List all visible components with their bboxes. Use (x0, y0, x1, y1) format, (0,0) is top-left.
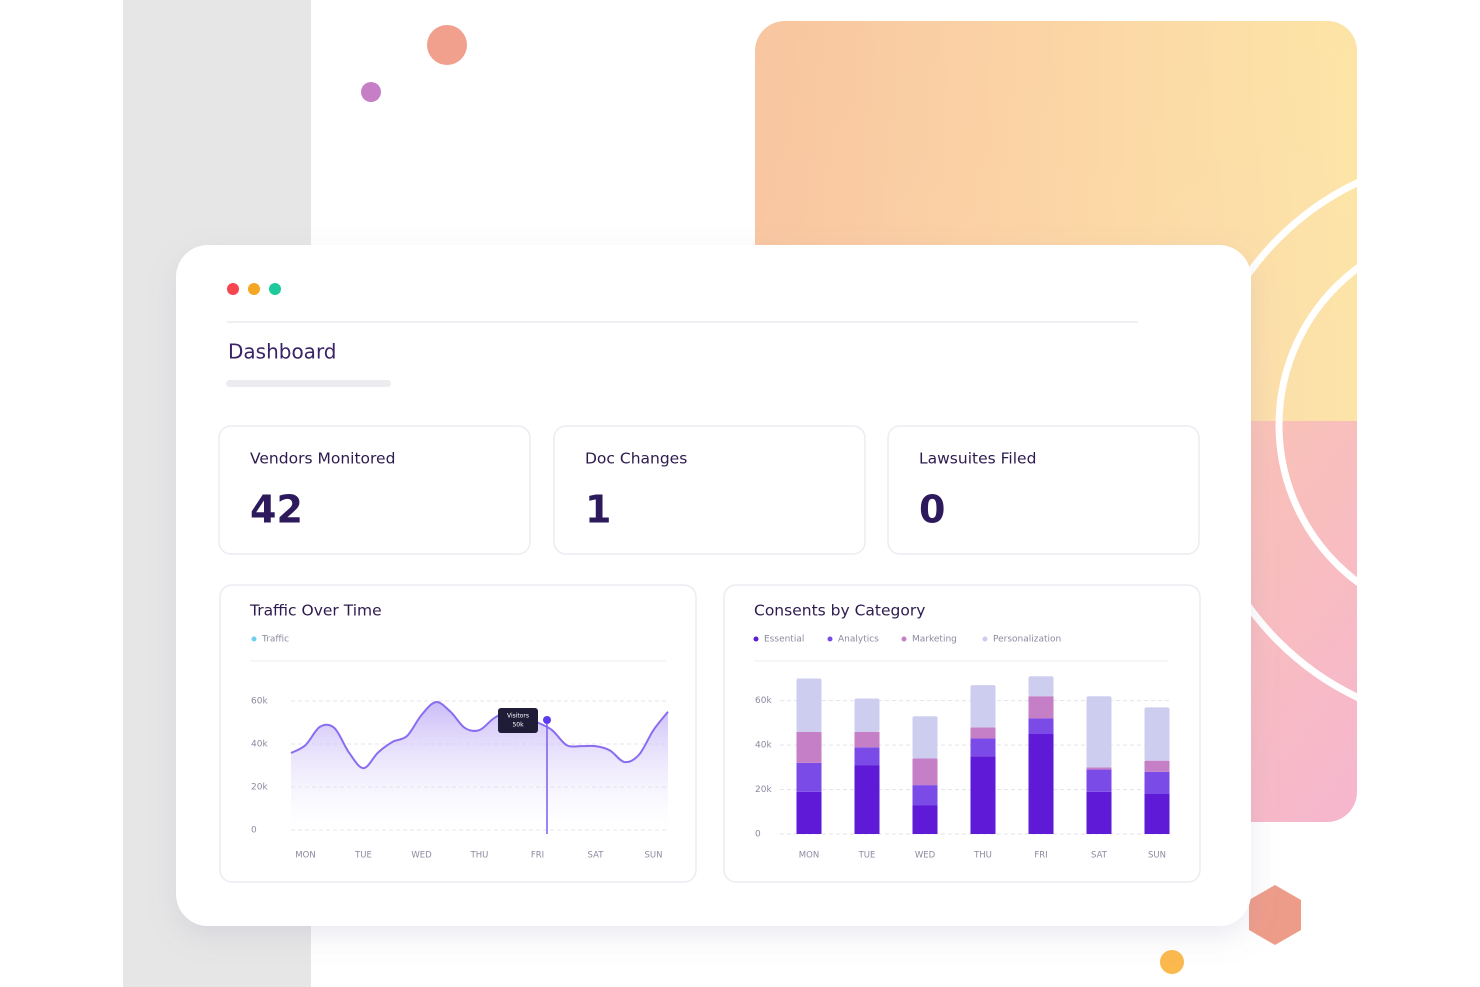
tooltip (498, 708, 538, 733)
bar-segment (970, 756, 996, 834)
x-tick-label: SUN (1148, 851, 1166, 861)
bar-segment (1028, 718, 1054, 734)
line (290, 701, 669, 770)
area (291, 702, 668, 830)
legend-dot (753, 636, 759, 642)
stat-card (887, 425, 1200, 555)
y-tick-label: 20k (755, 785, 772, 795)
bar-segment (854, 747, 880, 766)
bar-segment (912, 785, 938, 806)
legend-dot (982, 636, 988, 642)
title-underline (226, 380, 391, 387)
legend-label: Marketing (912, 635, 957, 645)
stat-label: Lawsuites Filed (919, 450, 1036, 468)
bar-segment (796, 791, 822, 834)
x-tick-label: FRI (1034, 851, 1047, 861)
bar-segment (854, 765, 880, 834)
y-tick-label: 0 (251, 826, 257, 836)
deco-circle (1160, 950, 1184, 974)
x-tick-label: SUN (645, 851, 663, 861)
bar-segment (1086, 696, 1112, 768)
x-tick-label: THU (973, 851, 992, 861)
x-tick-label: WED (411, 851, 432, 861)
bar-segment (796, 678, 822, 732)
x-tick-label: MON (295, 851, 315, 861)
deco-circle (361, 82, 381, 102)
bar-segment (1028, 676, 1054, 697)
x-tick-label: FRI (531, 851, 544, 861)
bar-segment (1086, 769, 1112, 792)
y-tick-label: 20k (251, 783, 268, 793)
y-tick-label: 40k (251, 740, 268, 750)
legend-dot (901, 636, 907, 642)
x-tick-label: TUE (354, 851, 372, 861)
stat-label: Doc Changes (585, 450, 687, 468)
charts: 0 20k 40k 60k MON TUE WED THU FRI SAT SUN Traffic Vi… (251, 635, 1170, 861)
bar-segment (970, 738, 996, 757)
x-tick-label: MON (799, 851, 819, 861)
y-tick-label: 60k (755, 696, 772, 706)
tooltip-text: Visitors (507, 713, 529, 720)
chart-card (723, 584, 1201, 883)
legend-label: Traffic (261, 635, 289, 645)
y-tick-label: 0 (755, 830, 761, 840)
deco-circle (427, 25, 467, 65)
bar-segment (1028, 734, 1054, 834)
stat-card (553, 425, 866, 555)
legend-label: Analytics (838, 635, 879, 645)
bar-segment (912, 758, 938, 786)
window-dot (269, 283, 281, 295)
bar-segment (1144, 794, 1170, 834)
tooltip-text: 50k (512, 722, 524, 729)
stat-label: Vendors Monitored (250, 450, 395, 468)
page-title: Dashboard (228, 340, 337, 364)
tooltip-dot (543, 716, 551, 724)
legend-label: Personalization (993, 635, 1061, 645)
window-dot (227, 283, 239, 295)
bar-segment (1086, 791, 1112, 834)
bar-segment (854, 698, 880, 732)
legend-dot (827, 636, 833, 642)
window-dot (248, 283, 260, 295)
y-tick-label: 60k (251, 697, 268, 707)
deco-hexagon (1249, 885, 1301, 945)
legend-dot (251, 636, 257, 642)
bar-segment (912, 716, 938, 759)
bar-segment (1144, 771, 1170, 794)
bar-segment (796, 731, 822, 763)
chart-title: Traffic Over Time (249, 602, 382, 620)
x-tick-label: THU (470, 851, 489, 861)
bar-segment (1144, 760, 1170, 772)
y-tick-label: 40k (755, 741, 772, 751)
bar-segment (1028, 696, 1054, 719)
bar-segment (970, 727, 996, 739)
stat-value: 1 (585, 488, 611, 532)
bar-segment (1144, 707, 1170, 761)
x-tick-label: SAT (1091, 851, 1108, 861)
stat-value: 0 (919, 488, 945, 532)
chart-title: Consents by Category (754, 602, 925, 620)
bar-segment (912, 805, 938, 834)
x-tick-label: TUE (858, 851, 876, 861)
stats: Vendors Monitored 42 Doc Changes 1 Lawsuites… (218, 425, 1200, 555)
x-tick-label: SAT (588, 851, 605, 861)
stat-value: 42 (250, 488, 303, 532)
stat-card (218, 425, 531, 555)
bar-segment (1086, 767, 1112, 770)
bar-segment (796, 762, 822, 792)
bar-segment (970, 685, 996, 728)
x-tick-label: WED (915, 851, 936, 861)
bar-segment (854, 731, 880, 748)
legend-label: Essential (764, 635, 804, 645)
